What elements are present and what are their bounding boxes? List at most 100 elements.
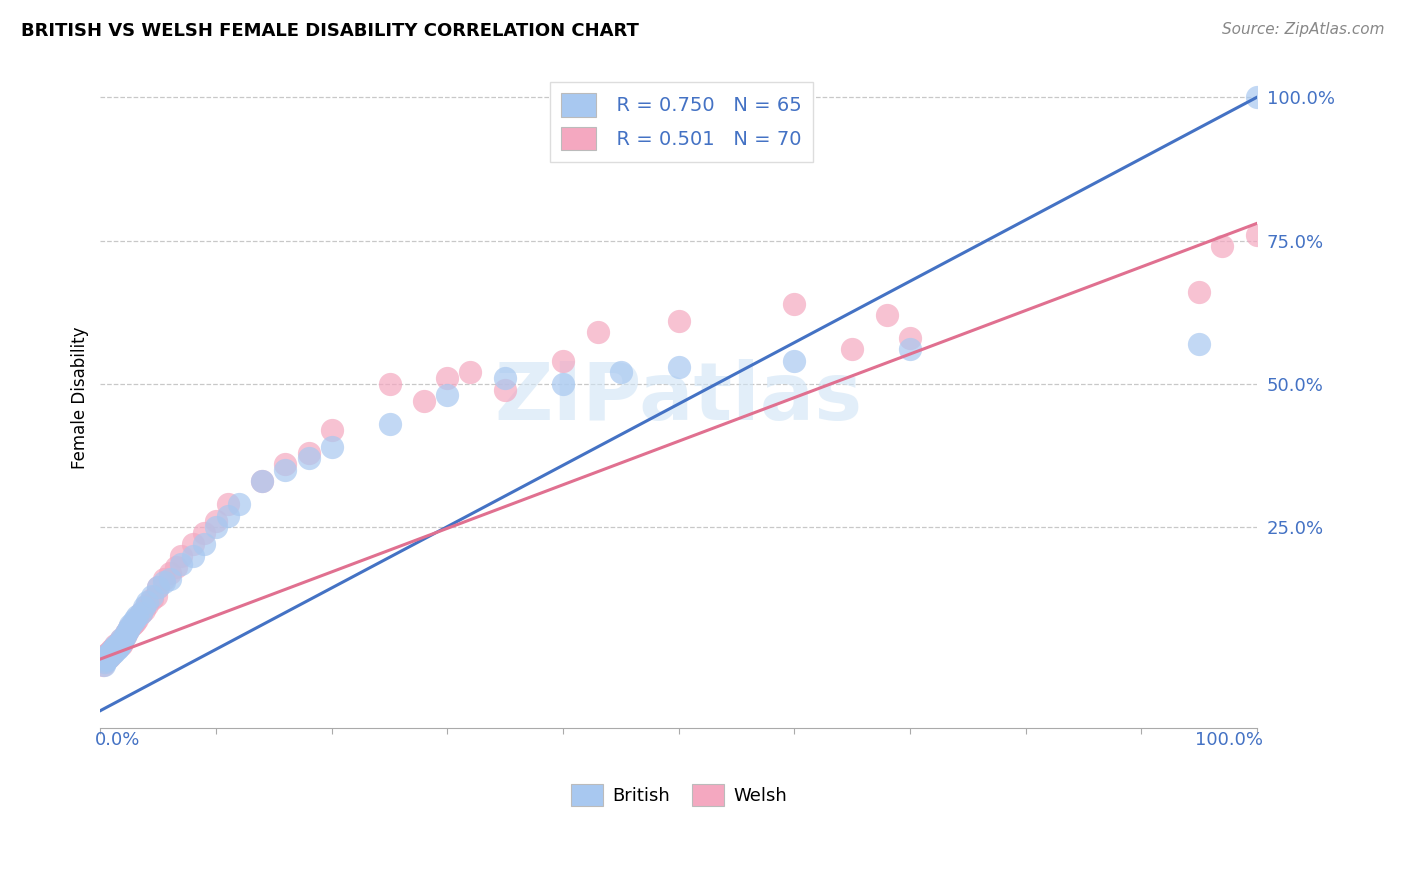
Point [297, 445, 319, 459]
Point [460, 365, 482, 379]
Point [108, 638, 131, 652]
Point [436, 371, 458, 385]
Point [110, 632, 132, 646]
Point [170, 558, 193, 572]
Point [104, 640, 127, 654]
Point [110, 636, 132, 650]
Point [127, 612, 149, 626]
Point [103, 640, 125, 655]
Point [898, 343, 921, 357]
Point [100, 648, 122, 662]
Point [108, 636, 131, 650]
Point [104, 641, 127, 656]
Point [217, 508, 239, 523]
Point [148, 581, 170, 595]
Point [105, 640, 128, 655]
Y-axis label: Female Disability: Female Disability [72, 327, 89, 469]
Point [124, 615, 146, 629]
Point [217, 497, 239, 511]
Point [94, 652, 117, 666]
Point [96, 651, 118, 665]
Point [101, 641, 124, 656]
Point [118, 620, 141, 634]
Point [96, 648, 118, 662]
Point [141, 591, 163, 606]
Point [321, 440, 343, 454]
Point [101, 643, 124, 657]
Point [110, 632, 132, 646]
Point [101, 646, 124, 660]
Text: 0.0%: 0.0% [94, 731, 141, 748]
Point [111, 635, 134, 649]
Point [97, 651, 120, 665]
Point [135, 598, 157, 612]
Point [124, 612, 146, 626]
Point [97, 646, 120, 660]
Point [153, 572, 176, 586]
Point [112, 632, 135, 646]
Point [783, 354, 806, 368]
Point [114, 626, 136, 640]
Point [105, 641, 128, 656]
Text: ZIPatlas: ZIPatlas [495, 359, 863, 437]
Point [378, 417, 401, 431]
Point [134, 600, 156, 615]
Point [610, 365, 633, 379]
Point [193, 525, 215, 540]
Point [494, 371, 516, 385]
Point [107, 640, 129, 655]
Point [159, 566, 181, 580]
Point [101, 641, 124, 656]
Point [110, 638, 132, 652]
Text: Source: ZipAtlas.com: Source: ZipAtlas.com [1222, 22, 1385, 37]
Point [378, 376, 401, 391]
Point [252, 475, 274, 489]
Point [107, 638, 129, 652]
Point [118, 620, 141, 634]
Point [94, 652, 117, 666]
Point [321, 423, 343, 437]
Point [141, 589, 163, 603]
Point [159, 572, 181, 586]
Point [134, 603, 156, 617]
Point [114, 626, 136, 640]
Point [1188, 336, 1211, 351]
Point [96, 649, 118, 664]
Point [104, 643, 127, 657]
Point [668, 314, 690, 328]
Point [121, 617, 143, 632]
Point [205, 520, 228, 534]
Point [165, 560, 187, 574]
Point [91, 657, 114, 672]
Point [274, 463, 297, 477]
Point [114, 629, 136, 643]
Point [103, 645, 125, 659]
Point [98, 649, 121, 664]
Point [114, 629, 136, 643]
Point [94, 653, 117, 667]
Point [97, 651, 120, 665]
Point [876, 308, 898, 322]
Point [103, 643, 125, 657]
Point [93, 657, 115, 672]
Point [121, 615, 143, 629]
Legend: British, Welsh: British, Welsh [564, 776, 794, 813]
Point [101, 645, 124, 659]
Point [148, 581, 170, 595]
Point [100, 645, 122, 659]
Point [170, 549, 193, 563]
Point [97, 648, 120, 662]
Point [153, 574, 176, 589]
Point [551, 376, 574, 391]
Point [274, 457, 297, 471]
Point [494, 383, 516, 397]
Point [1246, 90, 1268, 104]
Point [127, 609, 149, 624]
Point [107, 636, 129, 650]
Point [120, 617, 142, 632]
Point [108, 638, 131, 652]
Point [129, 606, 152, 620]
Point [1246, 227, 1268, 242]
Point [228, 497, 250, 511]
Text: 100.0%: 100.0% [1195, 731, 1263, 748]
